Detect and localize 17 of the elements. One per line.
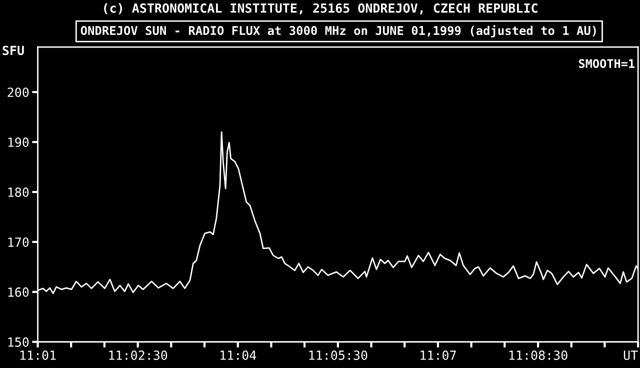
y-tick-label: 150 <box>8 337 29 347</box>
x-tick-label: UT <box>624 350 638 360</box>
x-tick-label: 11:02:30 <box>109 350 168 360</box>
y-tick-label: 180 <box>8 187 29 197</box>
chart-title: (c) ASTRONOMICAL INSTITUTE, 25165 ONDREJOV, CZECH REPUBLIC <box>104 3 538 14</box>
y-tick-label: 160 <box>8 287 29 297</box>
x-tick-label: 11:05:30 <box>309 350 368 360</box>
y-tick-label: 190 <box>8 138 29 147</box>
x-tick-label: 11:07 <box>420 350 456 360</box>
y-tick-label: 170 <box>8 237 29 247</box>
annotation: SMOOTH=1 <box>578 59 635 68</box>
x-tick-label: 11:04 <box>220 350 256 360</box>
x-tick-label: 11:08:30 <box>509 350 568 360</box>
chart-subtitle: ONDREJOV SUN - RADIO FLUX at 3000 MHz on JUNE 01,1999 (adjusted to 1 AU) <box>80 25 596 38</box>
y-tick-label: 200 <box>8 88 29 98</box>
x-tick-label: 11:01 <box>20 350 56 360</box>
y-axis-title: SFU <box>2 46 24 56</box>
